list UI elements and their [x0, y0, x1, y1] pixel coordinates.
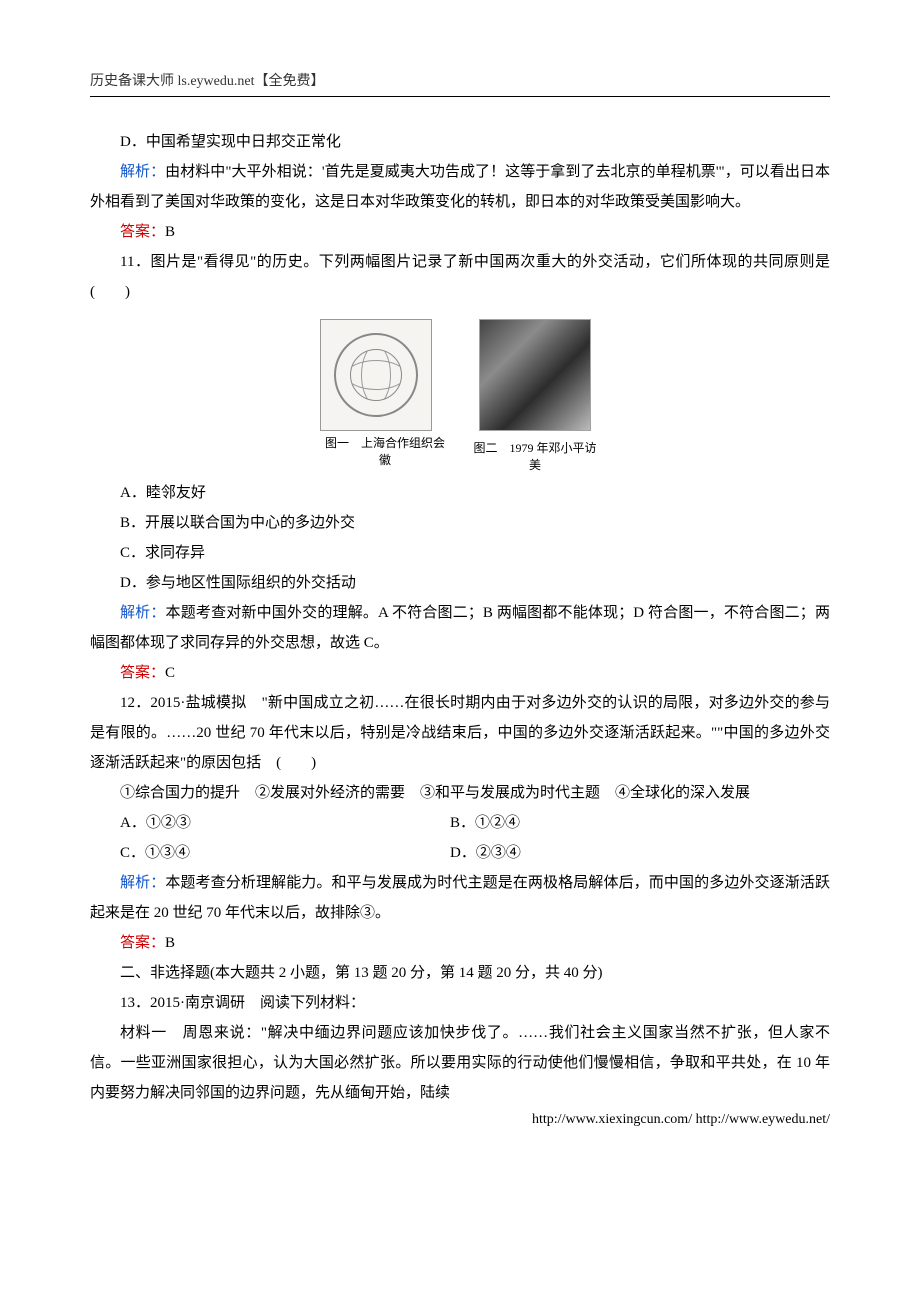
q12-option-d: D．②③④ — [420, 838, 521, 868]
q11-image-2-caption: 图二 1979 年邓小平访美 — [470, 440, 600, 474]
q11-option-b: B．开展以联合国为中心的多边外交 — [90, 508, 830, 538]
page-footer: http://www.xiexingcun.com/ http://www.ey… — [532, 1112, 830, 1128]
q12-options-row2: C．①③④ D．②③④ — [90, 838, 830, 868]
page-header: 历史备课大师 ls.eywedu.net【全免费】 — [90, 70, 830, 97]
q11-option-a: A．睦邻友好 — [90, 478, 830, 508]
q10-analysis: 解析：由材料中"大平外相说：'首先是夏威夷大功告成了！这等于拿到了去北京的单程机… — [90, 157, 830, 217]
q12-option-b: B．①②④ — [420, 808, 520, 838]
q12-stem: 12．2015·盐城模拟 "新中国成立之初……在很长时期内由于对多边外交的认识的… — [90, 688, 830, 778]
q11-stem: 11．图片是"看得见"的历史。下列两幅图片记录了新中国两次重大的外交活动，它们所… — [90, 247, 830, 307]
q13-head: 13．2015·南京调研 阅读下列材料： — [90, 988, 830, 1018]
answer-text: B — [165, 224, 175, 240]
analysis-label: 解析： — [120, 605, 166, 621]
q11-images: 图一 上海合作组织会徽 图二 1979 年邓小平访美 — [90, 319, 830, 474]
q12-options-row1: A．①②③ B．①②④ — [90, 808, 830, 838]
q12-answer: 答案：B — [90, 928, 830, 958]
sco-emblem-image — [320, 319, 432, 431]
q11-analysis: 解析：本题考查对新中国外交的理解。A 不符合图二；B 两幅图都不能体现；D 符合… — [90, 598, 830, 658]
emblem-globe — [350, 349, 402, 401]
q12-option-a: A．①②③ — [90, 808, 420, 838]
deng-visit-photo — [479, 319, 591, 431]
analysis-label: 解析： — [120, 875, 165, 891]
analysis-text: 由材料中"大平外相说：'首先是夏威夷大功告成了！这等于拿到了去北京的单程机票'"… — [90, 164, 830, 210]
page: 历史备课大师 ls.eywedu.net【全免费】 D．中国希望实现中日邦交正常… — [0, 0, 920, 1158]
emblem-circle — [334, 333, 418, 417]
answer-label: 答案： — [120, 224, 165, 240]
answer-text: C — [165, 665, 175, 681]
q12-option-c: C．①③④ — [90, 838, 420, 868]
q11-option-c: C．求同存异 — [90, 538, 830, 568]
q13-material-1: 材料一 周恩来说："解决中缅边界问题应该加快步伐了。……我们社会主义国家当然不扩… — [90, 1018, 830, 1108]
analysis-text: 本题考查分析理解能力。和平与发展成为时代主题是在两极格局解体后，而中国的多边外交… — [90, 875, 830, 921]
q10-answer: 答案：B — [90, 217, 830, 247]
q11-answer: 答案：C — [90, 658, 830, 688]
q11-image-2-box: 图二 1979 年邓小平访美 — [470, 319, 600, 474]
analysis-label: 解析： — [120, 164, 165, 180]
q11-option-d: D．参与地区性国际组织的外交括动 — [90, 568, 830, 598]
analysis-text: 本题考查对新中国外交的理解。A 不符合图二；B 两幅图都不能体现；D 符合图一，… — [90, 605, 830, 651]
q12-analysis: 解析：本题考查分析理解能力。和平与发展成为时代主题是在两极格局解体后，而中国的多… — [90, 868, 830, 928]
q10-option-d: D．中国希望实现中日邦交正常化 — [90, 127, 830, 157]
answer-text: B — [165, 935, 175, 951]
q11-image-1-caption: 图一 上海合作组织会徽 — [320, 435, 450, 469]
q11-image-1-box: 图一 上海合作组织会徽 — [320, 319, 450, 474]
answer-label: 答案： — [120, 665, 165, 681]
q12-statements: ①综合国力的提升 ②发展对外经济的需要 ③和平与发展成为时代主题 ④全球化的深入… — [90, 778, 830, 808]
section-2-heading: 二、非选择题(本大题共 2 小题，第 13 题 20 分，第 14 题 20 分… — [90, 958, 830, 988]
answer-label: 答案： — [120, 935, 165, 951]
